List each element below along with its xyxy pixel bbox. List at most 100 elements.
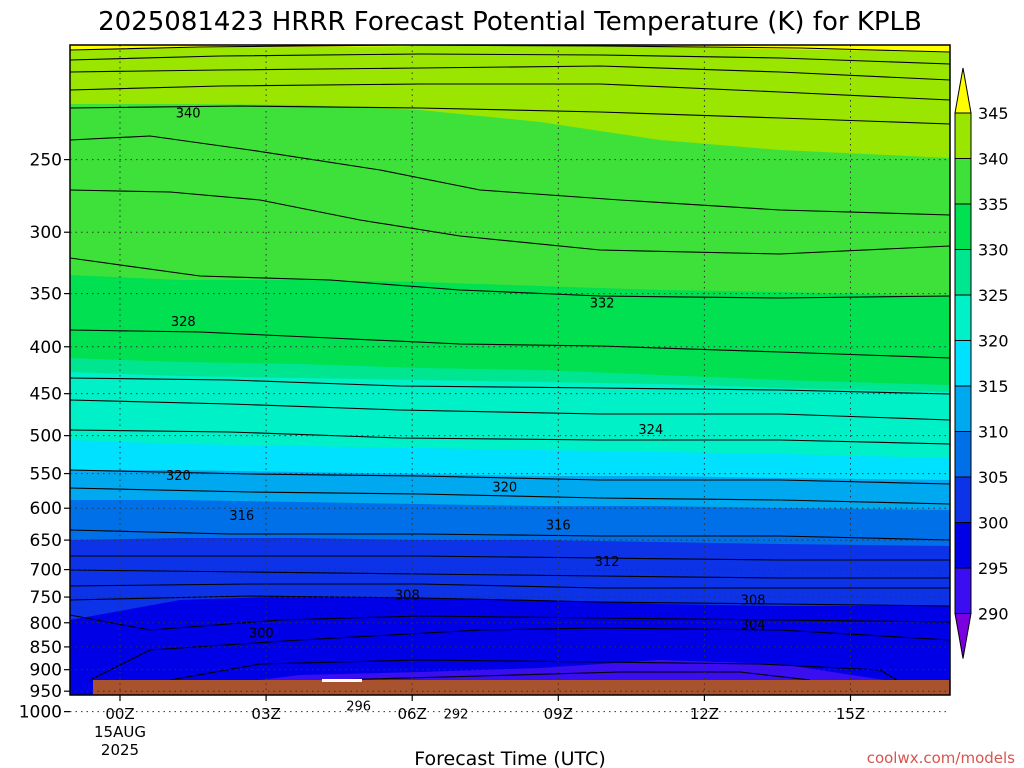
contour-label: 324 — [638, 423, 663, 438]
surface-gap — [322, 679, 362, 682]
contour-label: 316 — [229, 509, 254, 524]
contour-line — [70, 487, 950, 505]
contour-line — [70, 399, 950, 421]
contour-label: 312 — [595, 555, 620, 570]
contour-label: 320 — [492, 480, 517, 495]
contour-label: 296 — [346, 700, 371, 715]
plot-area: 340 332 328 324 320 320 316 316 312 308 308 304 300 2… — [69, 44, 951, 723]
colorbar-swatch — [954, 476, 972, 523]
contour-line — [169, 659, 901, 683]
contour-label: 308 — [395, 588, 420, 603]
colorbar-label: 305 — [978, 468, 1009, 487]
x-tick-date: 15AUG — [94, 723, 146, 741]
x-tick-label: 15Z — [836, 705, 865, 723]
colorbar-label: 330 — [978, 241, 1009, 260]
contour-label: 320 — [166, 469, 191, 484]
contour-line — [70, 555, 950, 561]
colorbar-swatch — [954, 340, 972, 387]
colorbar-label: 295 — [978, 559, 1009, 578]
contour-line — [70, 135, 950, 216]
contour-lines — [70, 45, 950, 683]
y-tick-label: 900 — [30, 661, 62, 681]
y-tick-label: 700 — [30, 561, 62, 581]
colorbar-swatch — [954, 522, 972, 569]
contour-line — [70, 569, 950, 579]
contour-label: 332 — [590, 297, 615, 312]
x-tick-label: 09Z — [544, 705, 573, 723]
colorbar-label: 340 — [978, 150, 1009, 169]
contour-label: 304 — [741, 618, 766, 633]
contour-line — [70, 65, 950, 81]
contour-line — [70, 105, 950, 125]
colorbar-swatch — [954, 158, 972, 205]
x-tick-label: 00Z — [105, 705, 134, 723]
contour-line — [70, 429, 950, 445]
contour-line — [70, 614, 950, 631]
colorbar-swatch — [954, 294, 972, 341]
grid-lines — [70, 45, 950, 713]
colorbar-swatch — [954, 567, 972, 614]
colorbar-swatch — [954, 385, 972, 432]
y-tick-label: 500 — [30, 427, 62, 447]
contour-line — [70, 189, 950, 255]
x-axis-title: Forecast Time (UTC) — [414, 748, 605, 768]
x-tick-label: 06Z — [398, 705, 427, 723]
x-tick-label: 12Z — [690, 705, 719, 723]
y-tick-label: 1000 — [19, 703, 62, 723]
contour-line — [89, 627, 950, 681]
contour-label: 308 — [741, 594, 766, 609]
contour-line — [329, 671, 811, 681]
contour-line — [70, 53, 950, 65]
y-tick-label: 600 — [30, 499, 62, 519]
band — [70, 45, 950, 158]
colorbar-label: 315 — [978, 377, 1009, 396]
contour-line — [70, 377, 950, 395]
colorbar-swatch — [954, 249, 972, 296]
x-tick-label: 03Z — [251, 705, 280, 723]
colorbar-swatch — [954, 112, 972, 159]
plot-frame — [69, 44, 951, 696]
colorbar-label: 345 — [978, 104, 1009, 123]
colorbar-extend-top — [954, 67, 972, 114]
colorbar-label: 320 — [978, 332, 1009, 351]
colorbar-label: 310 — [978, 423, 1009, 442]
colorbar-swatch — [954, 431, 972, 478]
y-tick-label: 350 — [30, 285, 62, 305]
colorbar: 345 340 335 330 325 320 315 310 305 300 295 290 — [954, 67, 1009, 659]
chart-title: 2025081423 HRRR Forecast Potential Tempe… — [98, 7, 922, 37]
credit-text: coolwx.com/models — [867, 749, 1015, 767]
colorbar-label: 300 — [978, 514, 1009, 533]
colorbar-label: 325 — [978, 286, 1009, 305]
contour-line — [70, 257, 950, 299]
y-tick-label: 300 — [30, 223, 62, 243]
colorbar-swatch — [954, 203, 972, 250]
contour-line — [70, 529, 950, 541]
contour-line — [70, 83, 950, 101]
y-tick-label: 850 — [30, 638, 62, 658]
y-tick-label: 950 — [30, 682, 62, 702]
contour-line — [70, 329, 950, 359]
y-tick-label: 450 — [30, 385, 62, 405]
contour-label: 300 — [249, 627, 274, 642]
y-axis: 250 300 350 400 450 500 550 600 650 700 750 800 850 9… — [19, 151, 70, 723]
contour-line — [70, 595, 950, 607]
contour-line — [70, 469, 950, 485]
contour-line — [70, 583, 950, 589]
colorbar-extend-bottom — [954, 613, 972, 659]
filled-contour-bands — [70, 45, 950, 695]
x-tick-year: 2025 — [101, 741, 139, 759]
y-tick-label: 250 — [30, 151, 62, 171]
colorbar-label: 335 — [978, 195, 1009, 214]
contour-label: 316 — [546, 518, 571, 533]
y-tick-label: 800 — [30, 614, 62, 634]
contour-labels: 340 332 328 324 320 320 316 316 312 308 308 304 300 2… — [166, 106, 766, 723]
y-tick-label: 650 — [30, 531, 62, 551]
y-tick-label: 550 — [30, 465, 62, 485]
contour-label: 340 — [176, 106, 201, 121]
y-tick-label: 400 — [30, 338, 62, 358]
contour-label: 292 — [444, 708, 469, 723]
surface-terrain — [93, 680, 950, 695]
y-tick-label: 750 — [30, 588, 62, 608]
